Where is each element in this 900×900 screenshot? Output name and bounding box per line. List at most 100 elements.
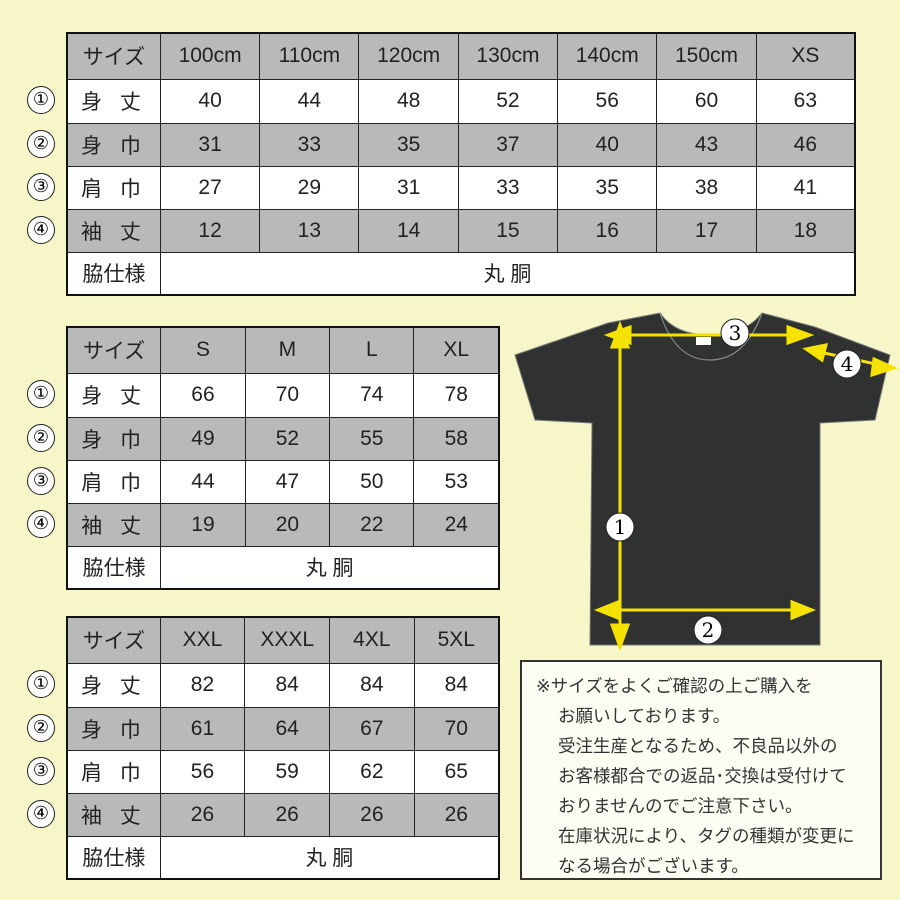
table-cell: 47 [244, 459, 331, 504]
table-cell: 19 [160, 502, 246, 547]
table-row: 身 丈 82 84 84 84 [66, 662, 500, 708]
table-cell: 20 [244, 502, 331, 547]
table-row: 身 巾 49 52 55 58 [66, 416, 500, 461]
row-number-badge: ② [27, 129, 55, 158]
column-header: L [329, 326, 415, 374]
row-number-badge: ④ [27, 799, 55, 828]
table-cell: 63 [755, 78, 856, 124]
table-cell: 40 [159, 78, 261, 124]
table-cell: 29 [259, 165, 360, 210]
table-cell: 13 [259, 208, 360, 253]
marker-2: 2 [702, 618, 715, 642]
table-cell: 22 [329, 502, 415, 547]
table-cell: 55 [329, 416, 415, 461]
table-cell: 26 [244, 792, 331, 837]
table-cell: 33 [259, 122, 360, 167]
row-label: 身 丈 [66, 78, 161, 124]
table-cell: 43 [656, 122, 757, 167]
notice-line: お願いしております。 [558, 707, 731, 727]
column-header: XL [413, 326, 500, 374]
table-cell: 26 [413, 792, 500, 837]
table-cell: 35 [557, 165, 658, 210]
row-number-badge: ① [27, 380, 55, 408]
table-cell: 49 [160, 416, 246, 461]
table-cell: 78 [413, 372, 500, 418]
table-cell: 74 [329, 372, 415, 418]
notice-line: ※サイズをよくご確認の上ご購入を [536, 677, 813, 697]
row-label: 身 巾 [66, 122, 161, 167]
column-header: XXXL [244, 616, 331, 664]
table-cell: 27 [159, 165, 261, 210]
notice-line: おりませんのでご注意下さい。 [558, 797, 803, 817]
column-header: 5XL [413, 616, 500, 664]
table-cell: 66 [160, 372, 246, 418]
row-label: 肩 巾 [66, 165, 161, 210]
column-header: 150cm [656, 32, 757, 80]
header-row: サイズ XXL XXXL 4XL 5XL [66, 616, 500, 664]
table-row: 肩 巾 56 59 62 65 [66, 749, 500, 794]
marker-3: 3 [729, 321, 742, 345]
table-cell: 84 [413, 662, 500, 708]
table-cell: 31 [358, 165, 459, 210]
table-cell: 38 [656, 165, 757, 210]
side-spec-label: 脇仕様 [66, 251, 161, 296]
table-cell: 50 [329, 459, 415, 504]
row-number-badge: ① [27, 86, 55, 114]
row-number-badge: ② [27, 423, 55, 452]
table-cell: 12 [159, 208, 261, 253]
row-label: 身 丈 [66, 662, 161, 708]
tshirt-diagram: 3 4 1 2 [514, 312, 899, 650]
table-cell: 46 [755, 122, 856, 167]
table-cell: 82 [159, 662, 246, 708]
size-table: サイズ S M L XL 身 丈 66 70 74 78 身 巾 49 52 55 58 肩 巾 44 47 50 5… [66, 326, 500, 590]
row-number-badge: ④ [27, 215, 55, 244]
table-cell: 18 [755, 208, 856, 253]
table-row: 袖 丈 19 20 22 24 [66, 502, 500, 547]
table-cell: 70 [413, 706, 500, 751]
row-number-badge: ③ [27, 466, 55, 495]
table-row: 身 丈 66 70 74 78 [66, 372, 500, 418]
column-header: サイズ [66, 32, 161, 80]
table-cell: 17 [656, 208, 757, 253]
side-spec-row: 脇仕様丸 胴 [66, 545, 500, 590]
table-cell: 31 [159, 122, 261, 167]
table-cell: 60 [656, 78, 757, 124]
marker-4: 4 [841, 352, 854, 376]
table-row: 身 巾 61 64 67 70 [66, 706, 500, 751]
table-cell: 53 [413, 459, 500, 504]
table-row: 肩 巾 44 47 50 53 [66, 459, 500, 504]
column-header: サイズ [66, 326, 162, 374]
table-cell: 35 [358, 122, 459, 167]
column-header: S [160, 326, 246, 374]
table-cell: 65 [413, 749, 500, 794]
side-spec-value: 丸 胴 [159, 835, 500, 880]
row-label: 身 巾 [66, 416, 162, 461]
notice-line: なる場合がございます。 [558, 857, 749, 877]
table-cell: 84 [244, 662, 331, 708]
table-cell: 33 [457, 165, 559, 210]
row-label: 袖 丈 [66, 502, 162, 547]
side-spec-label: 脇仕様 [66, 835, 161, 880]
side-spec-value: 丸 胴 [160, 545, 500, 590]
table-cell: 16 [557, 208, 658, 253]
row-number-badge: ③ [27, 756, 55, 785]
table-cell: 24 [413, 502, 500, 547]
column-header: XS [755, 32, 856, 80]
table-cell: 48 [358, 78, 459, 124]
table-cell: 40 [557, 122, 658, 167]
column-header: サイズ [66, 616, 161, 664]
size-table: サイズ 100cm 110cm 120cm 130cm 140cm 150cm XS 身 丈 40… [66, 32, 856, 296]
table-row: 袖 丈 12 13 14 15 16 17 18 [66, 208, 856, 253]
table-cell: 70 [244, 372, 331, 418]
table-row: 身 巾 31 33 35 37 40 43 46 [66, 122, 856, 167]
table-cell: 61 [159, 706, 246, 751]
table-cell: 41 [755, 165, 856, 210]
tag-icon [696, 337, 711, 345]
table-cell: 14 [358, 208, 459, 253]
table-cell: 67 [329, 706, 415, 751]
row-label: 肩 巾 [66, 749, 161, 794]
side-spec-row: 脇仕様丸 胴 [66, 835, 500, 880]
notice-line: 在庫状況により、タグの種類が変更に [558, 827, 855, 847]
table-cell: 56 [557, 78, 658, 124]
notice-box: ※サイズをよくご確認の上ご購入を お願いしております。 受注生産となるため、不良… [520, 660, 882, 880]
